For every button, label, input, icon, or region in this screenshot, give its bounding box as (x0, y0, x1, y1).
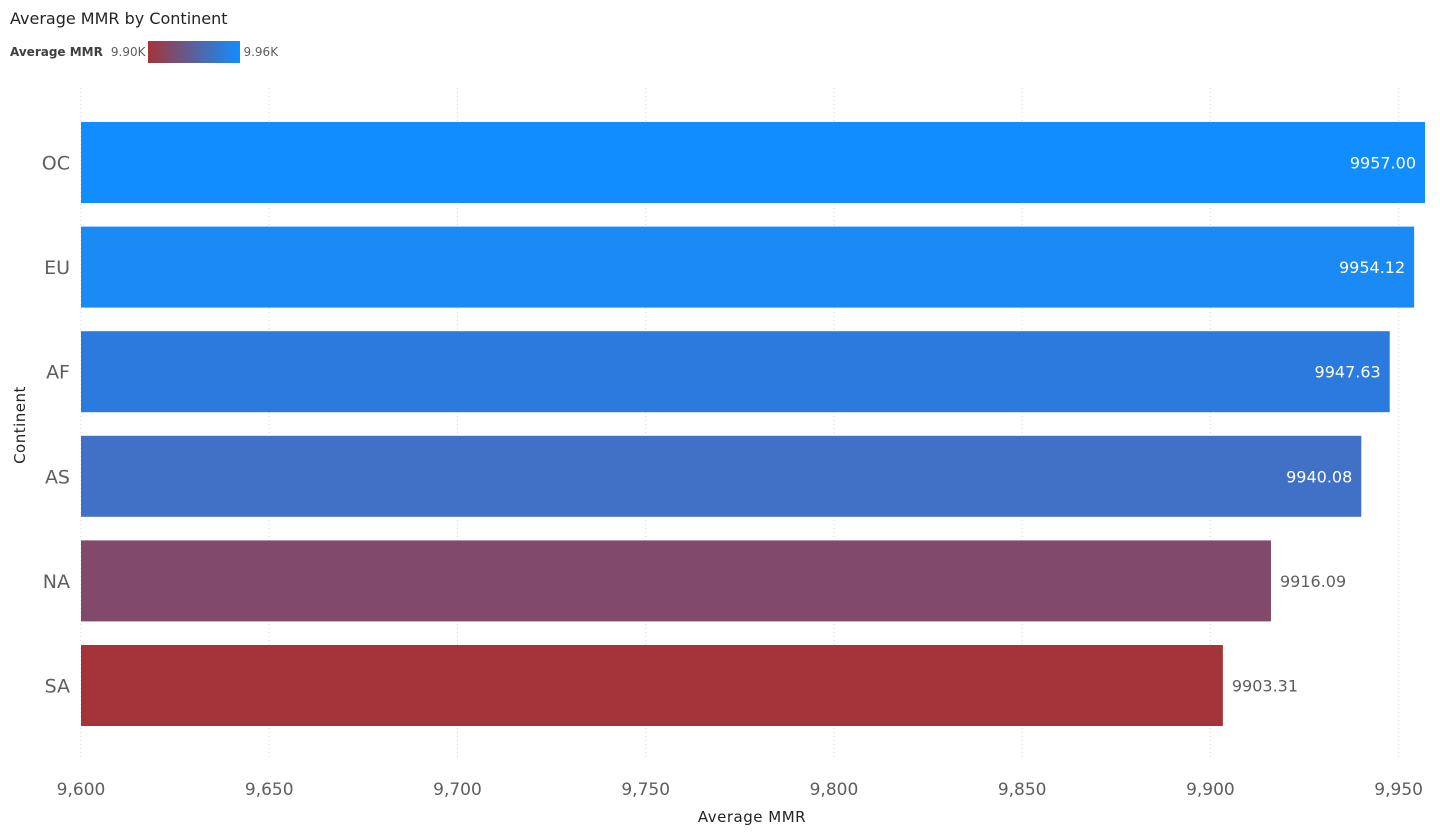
legend-gradient-bar (148, 41, 241, 63)
bar-af[interactable] (81, 331, 1390, 413)
data-label: 9940.08 (1286, 467, 1352, 486)
category-label: OC (42, 153, 70, 175)
category-label: AF (46, 362, 70, 384)
x-tick-label: 9,600 (57, 780, 106, 800)
x-tick-label: 9,650 (245, 780, 294, 800)
data-label: 9954.12 (1339, 258, 1405, 277)
legend-title: Average MMR (10, 45, 103, 59)
category-label: NA (43, 571, 70, 593)
x-tick-label: 9,800 (810, 780, 859, 800)
x-tick-label: 9,750 (621, 780, 670, 800)
x-tick-label: 9,700 (433, 780, 482, 800)
bar-eu[interactable] (81, 226, 1415, 308)
chart-title: Average MMR by Continent (10, 9, 228, 28)
legend-min-label: 9.90K (110, 45, 146, 59)
x-tick-label: 9,950 (1374, 780, 1423, 800)
category-label: EU (44, 257, 70, 279)
data-label: 9916.09 (1280, 572, 1346, 591)
category-label: AS (45, 466, 70, 488)
data-label: 9903.31 (1232, 677, 1298, 696)
legend-max-label: 9.96K (243, 45, 279, 59)
x-tick-label: 9,900 (1186, 780, 1235, 800)
color-legend: Average MMR 9.90K 9.96K (10, 41, 278, 63)
bars: 9957.00 9954.12 9947.63 9940.08 9916.09 9903.… (81, 122, 1425, 726)
data-label: 9957.00 (1350, 154, 1416, 173)
bar-na[interactable] (81, 540, 1271, 622)
bar-as[interactable] (81, 435, 1362, 517)
category-labels: OC EU AF AS NA SA (42, 153, 70, 698)
bar-sa[interactable] (81, 645, 1223, 726)
x-axis-ticks: 9,600 9,650 9,700 9,750 9,800 9,850 9,900 9,950 (57, 780, 1423, 800)
data-label: 9947.63 (1315, 363, 1381, 382)
y-axis-title: Continent (11, 386, 29, 464)
x-axis-title: Average MMR (698, 808, 806, 826)
category-label: SA (45, 676, 70, 698)
bar-oc[interactable] (81, 122, 1425, 203)
x-tick-label: 9,850 (998, 780, 1047, 800)
